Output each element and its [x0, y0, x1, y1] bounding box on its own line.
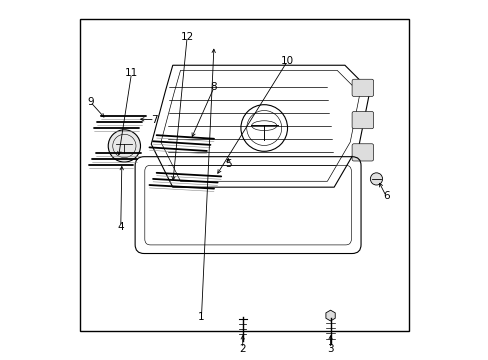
Circle shape — [108, 130, 140, 162]
Text: 12: 12 — [180, 32, 193, 42]
Text: 3: 3 — [326, 343, 333, 354]
Text: 6: 6 — [382, 191, 388, 201]
FancyBboxPatch shape — [351, 144, 373, 161]
Text: 9: 9 — [87, 97, 93, 107]
Text: 5: 5 — [224, 159, 231, 169]
Text: 4: 4 — [117, 222, 124, 231]
FancyBboxPatch shape — [351, 112, 373, 129]
FancyBboxPatch shape — [351, 79, 373, 96]
Text: 2: 2 — [239, 343, 245, 354]
Text: 11: 11 — [124, 68, 138, 78]
Text: 1: 1 — [198, 312, 204, 322]
Text: 7: 7 — [151, 115, 158, 125]
Text: 8: 8 — [210, 82, 217, 93]
Text: 10: 10 — [281, 56, 293, 66]
Circle shape — [369, 173, 382, 185]
